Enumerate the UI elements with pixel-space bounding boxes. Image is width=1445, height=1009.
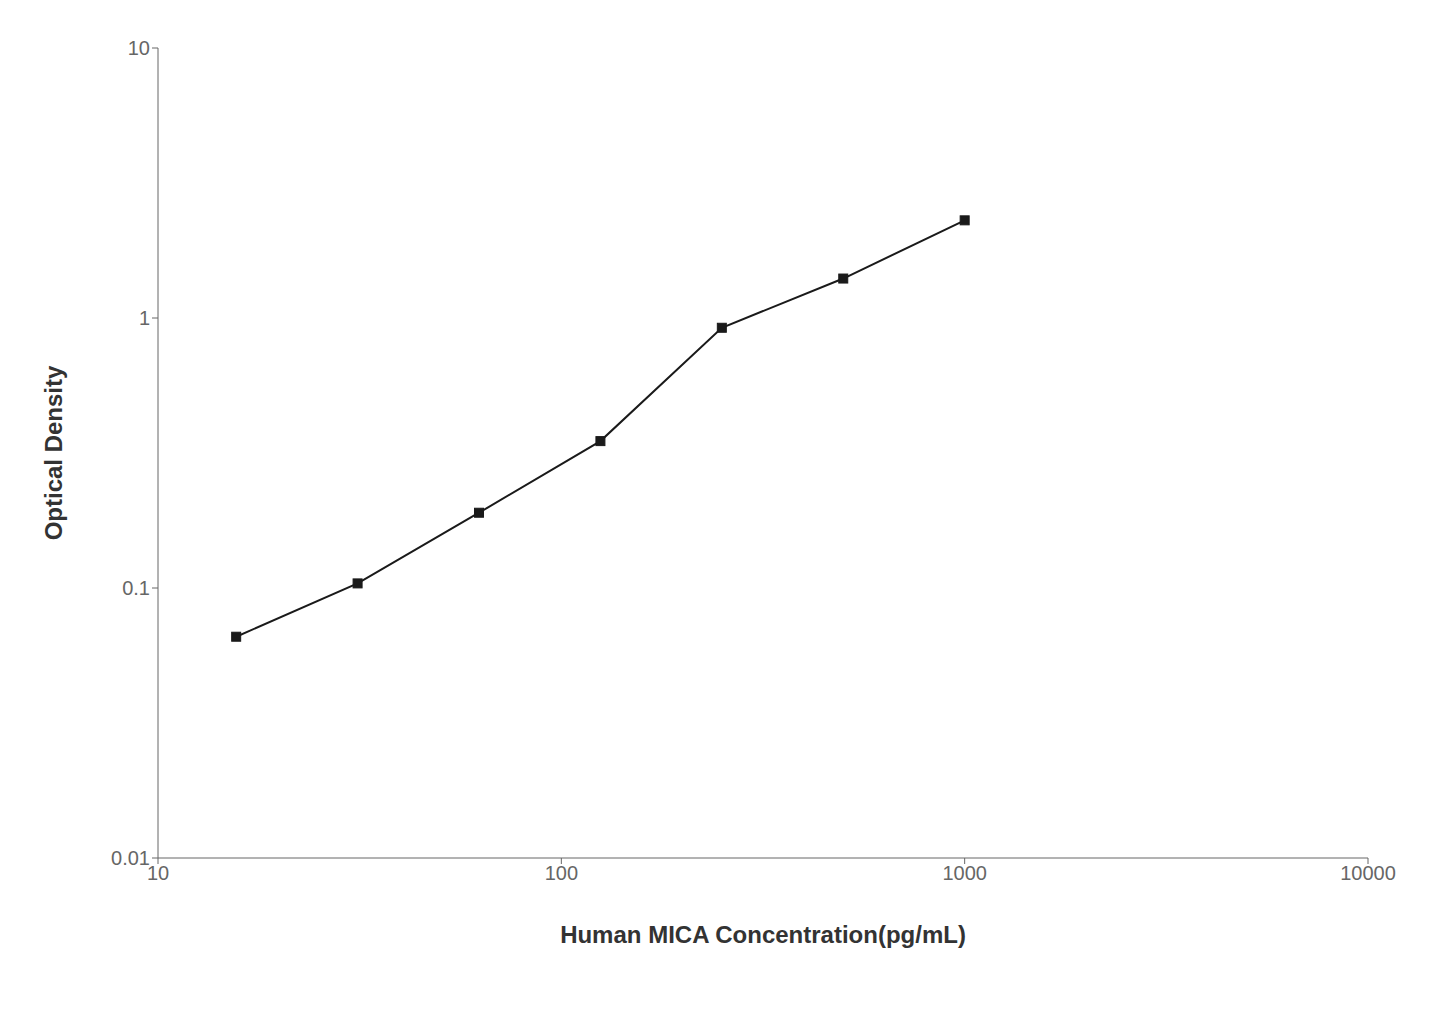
svg-text:Optical Density: Optical Density xyxy=(40,365,67,540)
svg-text:10: 10 xyxy=(147,862,169,884)
svg-text:100: 100 xyxy=(545,862,578,884)
svg-text:0.01: 0.01 xyxy=(111,847,150,869)
svg-text:Human MICA Concentration(pg/mL: Human MICA Concentration(pg/mL) xyxy=(560,921,966,948)
svg-text:10: 10 xyxy=(128,37,150,59)
svg-text:1: 1 xyxy=(139,307,150,329)
svg-text:10000: 10000 xyxy=(1340,862,1396,884)
svg-text:0.1: 0.1 xyxy=(122,577,150,599)
svg-text:1000: 1000 xyxy=(942,862,987,884)
